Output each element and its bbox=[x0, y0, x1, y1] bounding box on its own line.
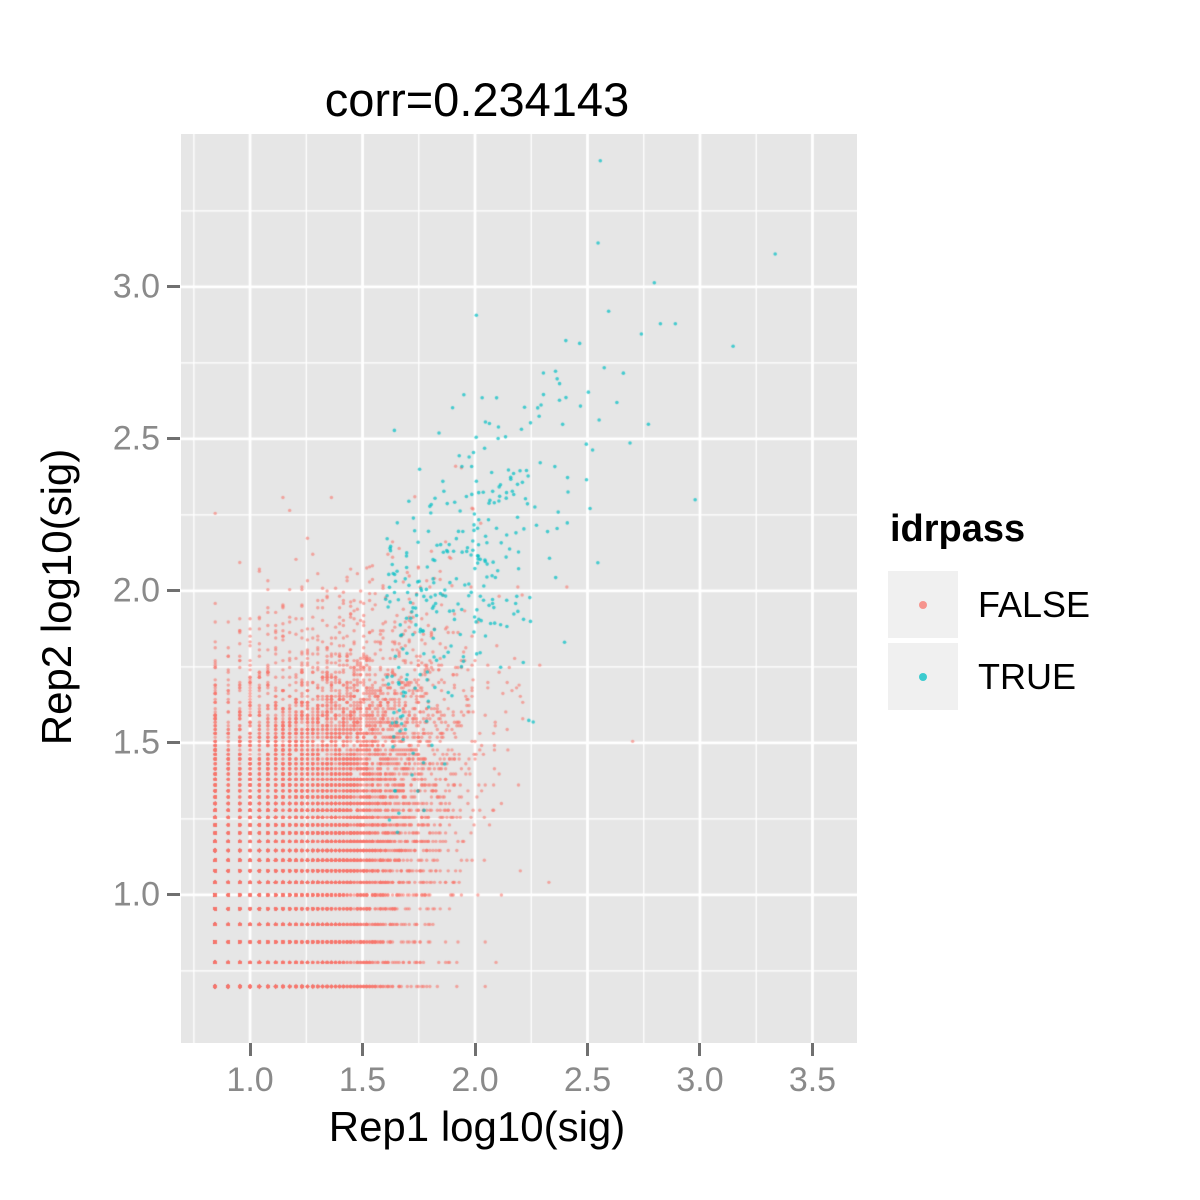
chart-title: corr=0.234143 bbox=[324, 73, 630, 126]
legend: idrpass FALSE TRUE bbox=[888, 508, 1090, 715]
x-tick-label: 3.0 bbox=[676, 1061, 724, 1099]
scatter-panel bbox=[181, 134, 857, 1043]
x-tick-mark bbox=[810, 1043, 814, 1056]
legend-item-false: FALSE bbox=[888, 571, 1090, 638]
x-tick-mark bbox=[585, 1043, 589, 1056]
legend-label-false: FALSE bbox=[978, 583, 1091, 625]
y-tick-mark bbox=[167, 893, 180, 897]
legend-label-true: TRUE bbox=[978, 655, 1076, 697]
legend-item-true: TRUE bbox=[888, 643, 1090, 710]
y-tick-label: 3.0 bbox=[112, 267, 160, 306]
y-axis-label: Rep2 log10(sig) bbox=[33, 448, 80, 746]
x-axis-label: Rep1 log10(sig) bbox=[328, 1103, 626, 1150]
y-tick-mark bbox=[167, 589, 180, 593]
x-tick-label: 1.0 bbox=[226, 1061, 274, 1099]
y-tick-label: 2.0 bbox=[112, 571, 160, 610]
y-tick-mark bbox=[167, 741, 180, 745]
x-tick-label: 2.0 bbox=[451, 1061, 499, 1099]
y-tick-label: 2.5 bbox=[112, 419, 160, 458]
y-tick-mark bbox=[167, 285, 180, 289]
x-tick-mark bbox=[698, 1043, 702, 1056]
false-point-icon bbox=[919, 600, 927, 609]
legend-key-false bbox=[888, 571, 958, 638]
legend-title: idrpass bbox=[890, 508, 1026, 550]
x-tick-label: 1.5 bbox=[338, 1061, 387, 1099]
true-point-icon bbox=[919, 672, 927, 681]
x-tick-mark bbox=[248, 1043, 252, 1056]
y-tick-label: 1.0 bbox=[112, 875, 160, 914]
legend-key-true bbox=[888, 643, 958, 710]
y-tick-mark bbox=[167, 437, 180, 441]
y-tick-label: 1.5 bbox=[112, 723, 160, 762]
x-tick-label: 2.5 bbox=[563, 1061, 612, 1099]
x-tick-label: 3.5 bbox=[788, 1061, 837, 1099]
x-tick-mark bbox=[473, 1043, 477, 1056]
x-tick-mark bbox=[361, 1043, 365, 1056]
